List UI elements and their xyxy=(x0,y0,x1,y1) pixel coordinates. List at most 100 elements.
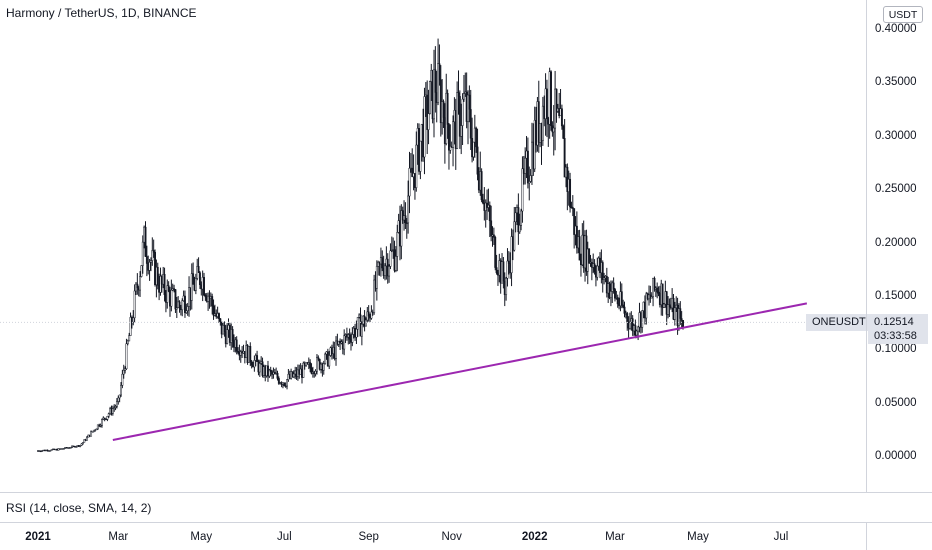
candle-body xyxy=(555,88,558,112)
candle-body xyxy=(449,146,452,151)
candle-body xyxy=(237,351,239,353)
candle-body xyxy=(198,272,201,286)
time-axis[interactable]: 2021 Mar May Jul Sep Nov 2022 Mar May Jul xyxy=(0,522,932,550)
candle-body xyxy=(204,294,207,298)
candle-body xyxy=(492,234,495,238)
candle-body xyxy=(144,226,147,257)
currency-button[interactable]: USDT xyxy=(883,6,923,23)
symbol-title[interactable]: Harmony / TetherUS, 1D, BINANCE xyxy=(6,6,197,20)
candle-body xyxy=(428,81,431,114)
candle-body xyxy=(573,208,576,235)
candle-body xyxy=(550,71,552,126)
candle-body xyxy=(120,385,122,396)
candle-body xyxy=(578,236,581,261)
candle-body xyxy=(526,150,529,184)
candle-body xyxy=(226,329,229,344)
candle-body xyxy=(401,210,404,221)
candle-body xyxy=(148,262,151,271)
candle-body xyxy=(457,92,460,97)
candle-body xyxy=(360,323,363,337)
candle-body xyxy=(657,291,660,294)
candle-body xyxy=(343,335,346,350)
candle-body xyxy=(517,207,520,233)
last-price-label: 0.12514 03:33:58 xyxy=(868,314,928,344)
candle-body xyxy=(634,325,637,336)
candle-body xyxy=(609,291,612,298)
candle-body xyxy=(667,304,670,315)
time-tick: Nov xyxy=(441,531,462,543)
candle-body xyxy=(616,297,619,305)
candle-body xyxy=(286,379,288,387)
candle-body xyxy=(49,450,52,452)
price-tick: 0.30000 xyxy=(875,129,917,142)
candle-body xyxy=(223,325,226,332)
candle-body xyxy=(608,283,611,298)
time-tick: 2022 xyxy=(521,531,548,543)
candle-body xyxy=(292,373,295,378)
candle-body xyxy=(502,261,505,282)
candle-body xyxy=(186,306,189,312)
candle-body xyxy=(194,278,197,291)
time-tick: May xyxy=(190,531,213,543)
candle-body xyxy=(192,273,195,285)
price-axis[interactable]: USDT 0.40000 0.35000 0.30000 0.25000 0.20000… xyxy=(866,0,932,492)
candle-body xyxy=(80,443,83,446)
candle-body xyxy=(124,368,127,371)
candle-body xyxy=(679,308,682,319)
candle-body xyxy=(475,127,478,148)
candle-body xyxy=(115,401,118,407)
candle-body xyxy=(381,257,384,269)
candle-body xyxy=(90,431,93,437)
candle-body xyxy=(276,372,279,379)
candle-body xyxy=(184,295,186,313)
candle-body xyxy=(129,317,132,336)
candle-body xyxy=(601,262,604,280)
candle-body xyxy=(505,277,508,295)
candle-body xyxy=(302,362,305,378)
candle-body xyxy=(99,425,102,427)
candle-body xyxy=(79,445,82,447)
candle-body xyxy=(103,417,106,420)
candle-body xyxy=(269,369,272,372)
candle-body xyxy=(603,277,606,280)
candle-body xyxy=(404,215,407,224)
candle-body xyxy=(637,326,640,332)
candle-body xyxy=(95,428,98,431)
candle-body xyxy=(514,212,517,223)
candle-body xyxy=(423,96,426,158)
axis-corner xyxy=(866,522,932,550)
candle-body xyxy=(277,378,280,384)
candle-body xyxy=(560,108,563,127)
candle-body xyxy=(314,370,317,374)
candle-body xyxy=(178,301,181,308)
candle-body xyxy=(506,260,509,279)
candle-body xyxy=(434,69,437,93)
candle-body xyxy=(461,98,464,126)
chart-pane[interactable]: Harmony / TetherUS, 1D, BINANCE ONEUSDT xyxy=(0,0,872,492)
candle-body xyxy=(219,318,222,323)
candle-body xyxy=(91,431,94,433)
candle-body xyxy=(356,317,359,330)
candle-body xyxy=(482,199,484,204)
candle-body xyxy=(495,267,498,274)
rsi-indicator-label[interactable]: RSI (14, close, SMA, 14, 2) xyxy=(6,501,152,515)
candle-body xyxy=(81,442,84,445)
price-tick: 0.00000 xyxy=(875,450,917,462)
candle-body xyxy=(552,127,555,133)
candle-body xyxy=(452,121,454,148)
rsi-pane[interactable]: RSI (14, close, SMA, 14, 2) xyxy=(0,492,932,522)
candle-body xyxy=(614,289,616,299)
candle-body xyxy=(389,250,392,267)
candle-body xyxy=(528,181,531,184)
candle-body xyxy=(317,357,320,360)
candle-body xyxy=(117,397,120,402)
candle-body xyxy=(653,277,656,290)
time-tick: Jul xyxy=(773,531,789,543)
candle-body xyxy=(163,274,166,295)
bar-countdown: 03:33:58 xyxy=(874,330,917,342)
candle-body xyxy=(151,250,154,261)
candle-body xyxy=(622,304,625,308)
trendline[interactable] xyxy=(112,302,808,441)
price-chart[interactable] xyxy=(0,0,866,492)
candle-body xyxy=(520,210,523,226)
